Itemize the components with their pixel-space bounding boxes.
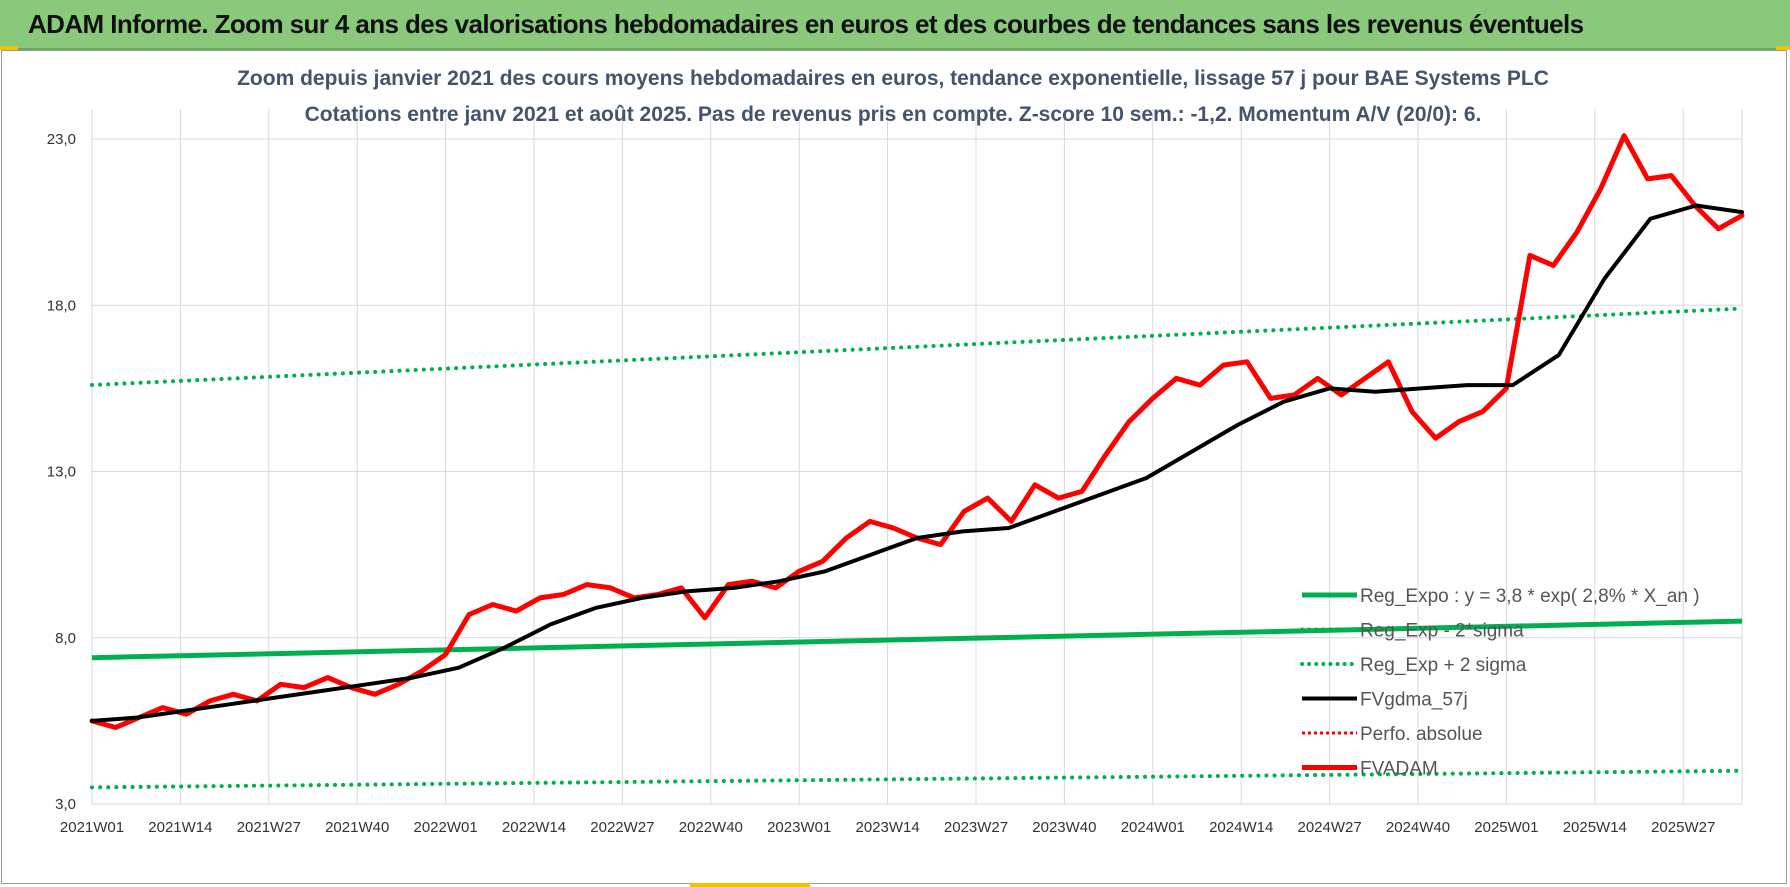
chart-subtitle-line-2: Cotations entre janv 2021 et août 2025. … — [305, 103, 1482, 126]
y-tick-label: 8,0 — [55, 630, 76, 647]
x-tick-label: 2024W14 — [1209, 819, 1273, 836]
chart-frame — [1, 50, 1787, 884]
x-tick-label: 2023W40 — [1032, 819, 1096, 836]
x-tick-label: 2024W40 — [1386, 819, 1450, 836]
x-tick-label: 2021W01 — [60, 819, 124, 836]
legend-label: Reg_Exp - 2*sigma — [1360, 621, 1524, 642]
legend-label: FVADAM — [1360, 759, 1438, 780]
x-tick-label: 2022W27 — [590, 819, 654, 836]
x-tick-label: 2022W14 — [502, 819, 566, 836]
bottom-accent — [690, 883, 810, 887]
legend-label: FVgdma_57j — [1360, 690, 1468, 711]
x-tick-label: 2023W14 — [855, 819, 919, 836]
banner-accent-left — [0, 46, 18, 50]
x-axis: 2021W01 2021W14 2021W27 2021W40 2022W01 2022W… — [60, 819, 1715, 836]
y-tick-label: 18,0 — [47, 297, 76, 314]
series-reg-exp-plus-2-sigma — [90, 306, 1744, 388]
y-tick-label: 23,0 — [47, 131, 76, 148]
x-tick-label: 2024W01 — [1121, 819, 1185, 836]
x-tick-label: 2021W40 — [325, 819, 389, 836]
x-tick-label: 2023W27 — [944, 819, 1008, 836]
legend: Reg_Expo : y = 3,8 * exp( 2,8% * X_an ) R… — [1300, 586, 1700, 780]
x-tick-label: 2021W14 — [148, 819, 212, 836]
x-tick-label: 2022W01 — [413, 819, 477, 836]
x-tick-label: 2025W27 — [1651, 819, 1715, 836]
chart-subtitle-line-1: Zoom depuis janvier 2021 des cours moyen… — [237, 67, 1549, 90]
legend-label: Perfo. absolue — [1360, 724, 1483, 745]
legend-label: Reg_Expo : y = 3,8 * exp( 2,8% * X_an ) — [1360, 586, 1700, 607]
series-reg-exp-minus-2-sigma — [90, 768, 1744, 790]
x-tick-label: 2023W01 — [767, 819, 831, 836]
series-fvgdma-57j — [90, 203, 1744, 723]
series-reg-expo — [91, 618, 1743, 661]
title-banner: ADAM Informe. Zoom sur 4 ans des valoris… — [0, 0, 1790, 50]
y-tick-label: 13,0 — [47, 464, 76, 481]
x-tick-label: 2025W01 — [1474, 819, 1538, 836]
banner-accent-right — [1776, 46, 1790, 50]
series-layer — [89, 133, 1745, 790]
legend-label: Reg_Exp + 2 sigma — [1360, 655, 1527, 676]
y-axis: 3,0 8,0 13,0 18,0 23,0 — [47, 131, 76, 813]
x-tick-label: 2024W27 — [1297, 819, 1361, 836]
y-tick-label: 3,0 — [55, 796, 76, 813]
chart-grid — [91, 109, 1743, 805]
x-tick-label: 2022W40 — [679, 819, 743, 836]
banner-title: ADAM Informe. Zoom sur 4 ans des valoris… — [28, 9, 1584, 39]
x-tick-label: 2025W14 — [1563, 819, 1627, 836]
x-tick-label: 2021W27 — [237, 819, 301, 836]
